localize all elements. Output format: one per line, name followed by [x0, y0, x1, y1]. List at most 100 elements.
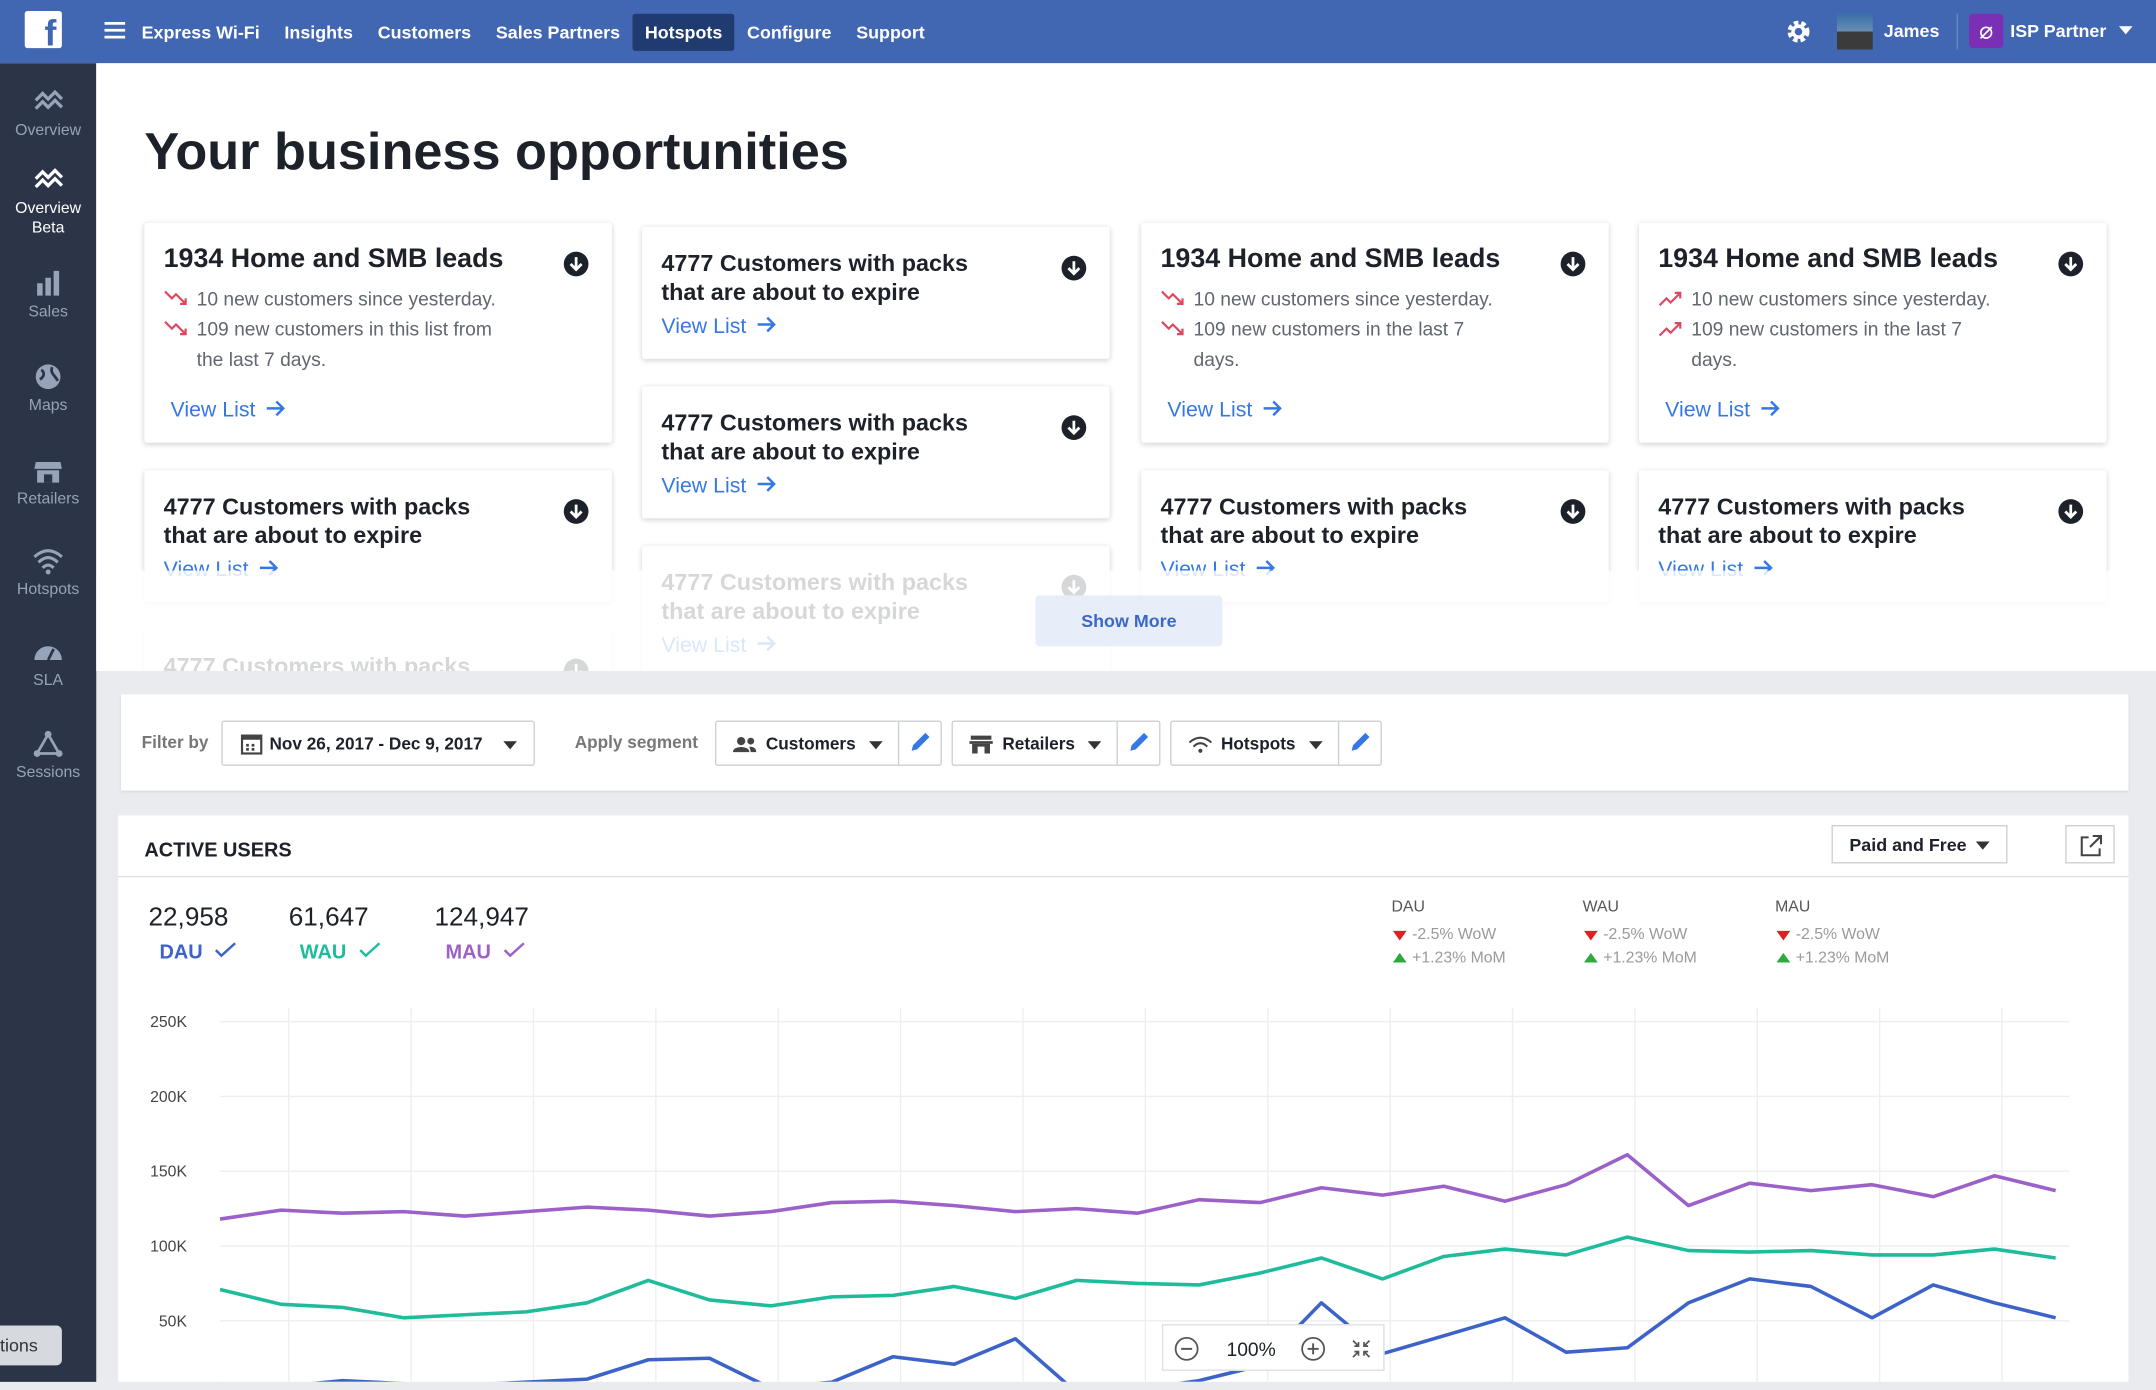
legend-entry[interactable]: WAU: [289, 942, 382, 964]
sidebar-item[interactable]: Overview Beta: [0, 166, 96, 238]
sidebar-item[interactable]: Overview: [0, 88, 96, 140]
view-list-link[interactable]: View List: [661, 474, 1090, 499]
download-button[interactable]: [1061, 255, 1087, 281]
sidebar-item[interactable]: Sales: [0, 270, 96, 322]
logo[interactable]: f: [24, 11, 62, 51]
nav-item[interactable]: Insights: [284, 22, 353, 43]
wow-text: -2.5% WoW: [1603, 926, 1688, 944]
arrow-icon: [1761, 400, 1780, 417]
arrow-icon: [266, 400, 285, 417]
show-more-button[interactable]: Show More: [1035, 595, 1223, 647]
download-button[interactable]: [563, 251, 589, 277]
card-lines: 10 new customers since yesterday. 109 new…: [1161, 283, 1590, 374]
sidebar-icon: [34, 462, 62, 483]
wow-change: -2.5% WoW: [1392, 924, 1506, 947]
card-line-text: 109 new customers in this list from the …: [196, 317, 492, 370]
legend-entry[interactable]: MAU: [435, 942, 529, 964]
legend-entry[interactable]: DAU: [149, 942, 239, 964]
sidebar-item[interactable]: Retailers: [0, 457, 96, 509]
change-name: MAU: [1775, 899, 1811, 916]
caret[interactable]: [2118, 26, 2133, 35]
segment-dropdown[interactable]: Retailers: [951, 720, 1161, 766]
card-title: 1934 Home and SMB leads: [163, 243, 504, 274]
link-text: View List: [1665, 398, 1751, 423]
sidebar-item[interactable]: SLA: [0, 638, 96, 690]
mom-change: +1.23% MoM: [1775, 947, 1889, 970]
view-list-link[interactable]: View List: [661, 315, 1090, 340]
settings-icon[interactable]: [1785, 18, 1813, 46]
card-line-text: 10 new customers since yesterday.: [1193, 287, 1493, 310]
zoom-in[interactable]: [1301, 1336, 1326, 1362]
grid: 50K 100K 150K 200K 250K: [150, 1007, 2070, 1382]
card-line: 109 new customers in this list from the …: [164, 314, 513, 375]
sidebar-item[interactable]: Sessions: [0, 730, 96, 782]
nav-item[interactable]: Hotspots: [632, 13, 735, 51]
sidebar-icon: [34, 168, 64, 189]
date-picker[interactable]: Nov 26, 2017 - Dec 9, 2017: [221, 720, 535, 766]
check-icon: [215, 942, 237, 958]
card-title: 4777 Customers with packs that are about…: [661, 409, 968, 465]
calendar-icon: [240, 734, 263, 755]
download-button[interactable]: [2058, 251, 2084, 277]
nav-item[interactable]: Express Wi-Fi: [141, 22, 260, 43]
mom-change: +1.23% MoM: [1583, 947, 1697, 970]
card-column: 1934 Home and SMB leads 10 new customers …: [1141, 222, 1609, 603]
sidebar-icon: [34, 89, 64, 110]
download-button[interactable]: [2058, 499, 2084, 524]
y-tick-label: 50K: [159, 1313, 188, 1330]
wow-text: -2.5% WoW: [1795, 926, 1880, 944]
avatar[interactable]: [1837, 13, 1873, 50]
sidebar-item[interactable]: Hotspots: [0, 547, 96, 599]
y-tick-label: 250K: [150, 1014, 187, 1031]
nav-item[interactable]: Configure: [747, 22, 832, 43]
opportunity-card: 4777 Customers with packs that are about…: [642, 226, 1110, 359]
y-tick-label: 100K: [150, 1239, 187, 1256]
nav-item[interactable]: Customers: [377, 22, 472, 43]
download-button[interactable]: [1061, 415, 1087, 440]
notifications-tab[interactable]: tions: [0, 1325, 62, 1366]
card-line: 10 new customers since yesterday.: [1658, 283, 2007, 313]
segment-dropdown[interactable]: Hotspots: [1170, 720, 1382, 766]
view-list-link[interactable]: View List: [1161, 399, 1590, 424]
sidebar-icon: [33, 549, 63, 575]
view-list-link[interactable]: View List: [1658, 399, 2087, 424]
sidebar: Overview Overview Beta Sales Maps Retailers H…: [0, 63, 97, 1390]
card-line: 10 new customers since yesterday.: [164, 283, 513, 313]
nav-item[interactable]: Sales Partners: [495, 22, 621, 43]
edit-button[interactable]: [897, 721, 941, 765]
zoom-control: 100%: [1161, 1324, 1385, 1371]
card-lines: 10 new customers since yesterday. 109 new…: [164, 283, 593, 374]
fit-icon[interactable]: [1350, 1338, 1372, 1360]
sidebar-label: Maps: [28, 397, 68, 414]
segment-name: Customers: [765, 734, 856, 754]
zoom-out[interactable]: [1174, 1336, 1199, 1362]
download-button[interactable]: [563, 499, 589, 524]
export-button[interactable]: [2065, 825, 2115, 864]
mom-text: +1.23% MoM: [1795, 950, 1890, 967]
segment-dropdown[interactable]: Customers: [715, 720, 942, 766]
edit-button[interactable]: [1337, 721, 1381, 765]
card-line-text: 10 new customers since yesterday.: [196, 287, 496, 310]
check-icon: [503, 942, 525, 958]
partner-icon[interactable]: ⌀: [1969, 13, 2004, 49]
partner-name[interactable]: ISP Partner: [2010, 20, 2107, 42]
user-name[interactable]: James: [1883, 20, 1940, 42]
sidebar-label: Overview: [15, 122, 82, 139]
nav-item[interactable]: Support: [856, 22, 925, 43]
card-line-text: 10 new customers since yesterday.: [1691, 287, 1991, 310]
filter-label: Filter by: [141, 732, 209, 753]
download-button[interactable]: [1560, 251, 1586, 277]
user-type-dropdown[interactable]: Paid and Free: [1831, 825, 2008, 864]
edit-button[interactable]: [1116, 721, 1160, 765]
segment-name: Retailers: [1002, 734, 1075, 754]
menu-icon[interactable]: [104, 22, 127, 41]
sidebar-item[interactable]: Maps: [0, 363, 96, 415]
opportunities: Your business opportunities 1934 Home an…: [96, 63, 2156, 671]
date-range: Nov 26, 2017 - Dec 9, 2017: [269, 734, 483, 754]
total-value: 61,647: [288, 903, 369, 933]
card-title: 4777 Customers with packs that are about…: [1160, 493, 1468, 549]
sidebar-icon: [37, 270, 60, 296]
view-list-link[interactable]: View List: [164, 399, 593, 424]
download-button[interactable]: [1560, 499, 1586, 524]
